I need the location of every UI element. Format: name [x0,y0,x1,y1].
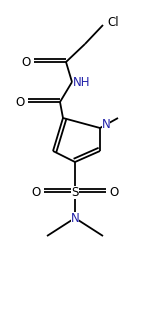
Text: O: O [109,186,119,198]
Text: N: N [71,212,79,225]
Text: O: O [31,186,41,198]
Text: S: S [71,186,79,198]
Text: NH: NH [73,75,91,89]
Text: O: O [21,56,31,68]
Text: Cl: Cl [107,17,119,30]
Text: N: N [102,118,110,132]
Text: O: O [15,95,25,109]
